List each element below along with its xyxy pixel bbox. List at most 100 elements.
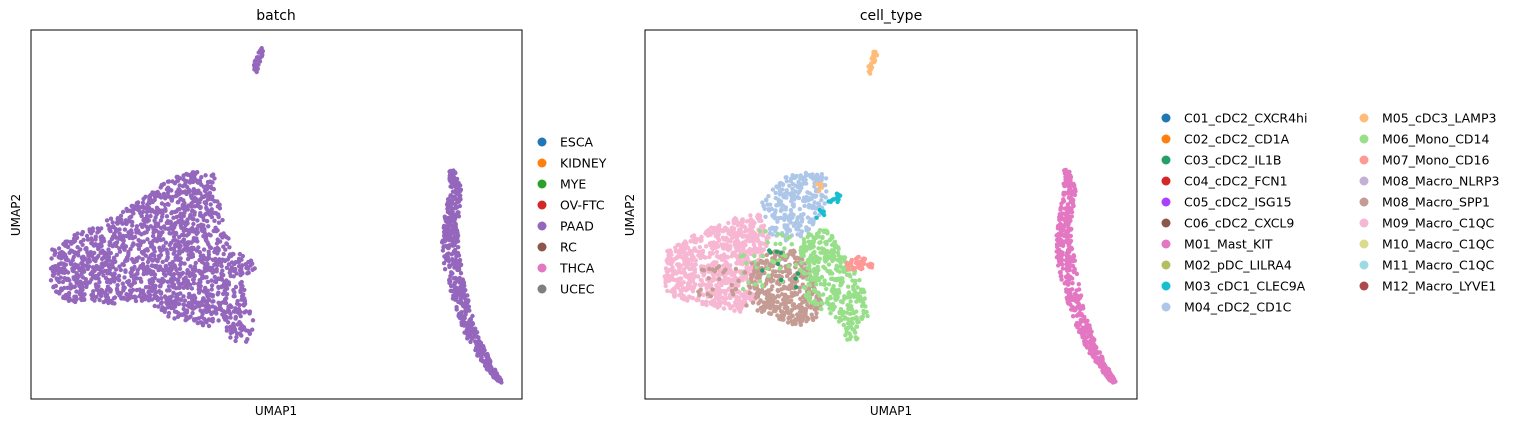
scatter-point [145, 264, 150, 269]
scatter-point [176, 301, 182, 307]
scatter-point [122, 227, 128, 232]
scatter-point [827, 306, 832, 311]
scatter-point [757, 279, 763, 284]
scatter-point [149, 207, 155, 213]
scatter-point [75, 231, 80, 236]
scatter-point [225, 320, 231, 325]
scatter-point [218, 306, 223, 311]
scatter-point [806, 316, 811, 322]
scatter-point [1099, 363, 1104, 369]
scatter-point [158, 248, 164, 254]
scatter-point [186, 247, 192, 252]
scatter-point [177, 284, 182, 289]
scatter-point [93, 242, 98, 247]
scatter-point [795, 232, 800, 237]
scatter-point [183, 222, 188, 228]
scatter-point [844, 310, 850, 315]
scatter-point [219, 277, 225, 282]
scatter-point [146, 218, 151, 223]
scatter-point [735, 305, 740, 310]
scatter-point [814, 215, 819, 220]
scatter-point [208, 202, 213, 207]
scatter-point [184, 309, 190, 314]
scatter-point [167, 242, 172, 248]
scatter-point [165, 251, 170, 257]
scatter-point [743, 225, 748, 230]
scatter-point [685, 273, 690, 279]
scatter-point [175, 314, 181, 319]
scatter-point [716, 264, 722, 269]
scatter-point [782, 224, 788, 230]
scatter-point [181, 294, 186, 299]
legend-marker [537, 158, 547, 168]
scatter-point [181, 198, 186, 203]
scatter-point [159, 296, 164, 301]
scatter-point [662, 274, 667, 279]
scatter-point [199, 222, 204, 227]
scatter-point [481, 358, 486, 364]
scatter-point [48, 278, 54, 283]
scatter-point [247, 309, 253, 314]
scatter-point [458, 271, 464, 276]
scatter-point [443, 238, 448, 243]
scatter-point [72, 298, 77, 303]
scatter-point [207, 305, 212, 310]
scatter-point [764, 243, 769, 248]
scatter-point [795, 221, 800, 227]
scatter-point [1065, 268, 1070, 273]
scatter-point [810, 269, 816, 274]
scatter-point [792, 290, 798, 295]
scatter-point [208, 184, 213, 189]
scatter-point [233, 338, 238, 344]
scatter-point [212, 262, 217, 267]
panel-batch: batch UMAP1 UMAP2 ESCAKIDNEYMYEOV-FTCPAA… [9, 8, 607, 418]
scatter-point [808, 232, 814, 238]
scatter-point [852, 316, 857, 321]
scatter-point [1072, 291, 1078, 297]
scatter-point [852, 271, 857, 276]
scatter-point [1072, 258, 1078, 263]
scatter-point [217, 257, 222, 262]
scatter-point [799, 260, 804, 265]
scatter-point [807, 294, 812, 299]
legend-marker [1359, 113, 1369, 123]
scatter-point [859, 316, 865, 321]
scatter-point [212, 274, 217, 280]
scatter-point [179, 232, 185, 238]
scatter-point [106, 223, 111, 228]
scatter-point [158, 225, 164, 231]
legend-label: C03_cDC2_IL1B [1184, 153, 1282, 168]
scatter-point [206, 309, 212, 314]
scatter-point [106, 300, 111, 306]
scatter-point [1088, 338, 1093, 343]
scatter-point [239, 257, 244, 262]
scatter-point [830, 271, 835, 276]
scatter-point [734, 294, 740, 300]
scatter-point [86, 264, 91, 269]
scatter-point [114, 252, 120, 258]
scatter-point [1095, 349, 1100, 355]
scatter-point [741, 253, 746, 258]
scatter-point [723, 301, 728, 306]
scatter-point [224, 241, 230, 247]
scatter-point [170, 284, 176, 289]
scatter-point [224, 278, 229, 283]
scatter-point [764, 281, 769, 286]
scatter-point [670, 259, 675, 264]
scatter-point [841, 322, 846, 328]
scatter-point [190, 267, 195, 272]
scatter-point [773, 269, 778, 274]
scatter-point [182, 227, 187, 232]
scatter-point [824, 286, 829, 292]
scatter-point [724, 261, 730, 266]
scatter-point [191, 245, 196, 251]
scatter-point [116, 278, 122, 283]
scatter-point [728, 263, 733, 268]
scatter-point [146, 289, 152, 294]
scatter-point [442, 229, 447, 234]
scatter-point [767, 208, 772, 213]
scatter-point [111, 257, 116, 263]
scatter-point [853, 293, 858, 298]
scatter-point [691, 233, 697, 238]
scatter-point [96, 253, 101, 259]
